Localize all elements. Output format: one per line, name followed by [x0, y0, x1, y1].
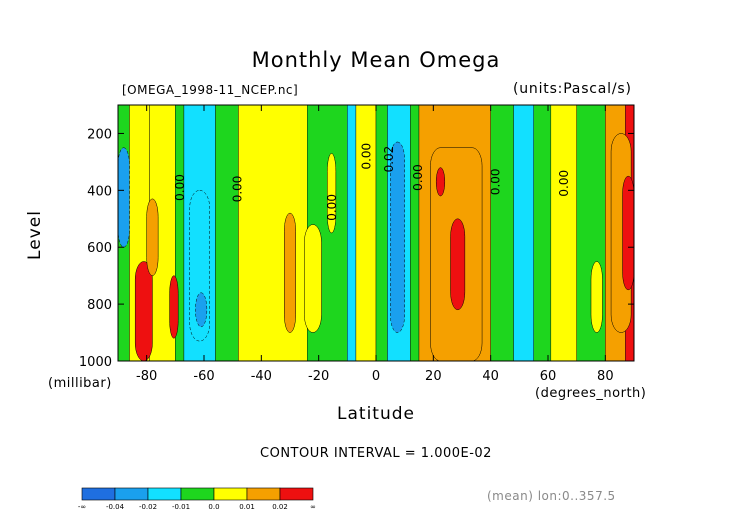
legend-label: 0.01: [239, 503, 255, 511]
legend-label: 0.02: [272, 503, 288, 511]
x-tick-label: 0: [372, 369, 380, 384]
x-tick-label: -60: [193, 369, 214, 384]
contour-cell: [590, 261, 603, 333]
x-tick-label: -20: [308, 369, 329, 384]
legend-swatch: [180, 487, 215, 501]
legend-label: -0.01: [172, 503, 190, 511]
footer-note: (mean) lon:0..357.5: [487, 489, 616, 503]
contour-label: 0.00: [488, 168, 502, 195]
legend-swatch: [246, 487, 281, 501]
chart-title: Monthly Mean Omega: [251, 48, 501, 72]
contour-cell: [304, 224, 322, 333]
contour-cell: [390, 141, 405, 333]
legend-swatch: [81, 487, 116, 501]
x-axis-label: Latitude: [337, 404, 415, 424]
legend-swatch: [279, 487, 314, 501]
contour-cell: [117, 147, 130, 248]
legend-label: -0.04: [106, 503, 125, 511]
contour-cell: [327, 153, 337, 234]
x-tick-label: 60: [540, 369, 557, 384]
contour-cell: [284, 212, 296, 333]
x-axis-units: (degrees_north): [535, 386, 647, 401]
y-tick-label: 800: [87, 298, 112, 313]
contour-cell: [435, 167, 446, 197]
contour-label: 0.00: [359, 143, 373, 170]
contour-interval-label: CONTOUR INTERVAL = 1.000E-02: [260, 446, 492, 461]
y-tick-label: 200: [87, 127, 112, 142]
contour-cell: [450, 218, 466, 311]
contour-label: 0.00: [557, 170, 571, 197]
legend-swatch: [213, 487, 248, 501]
file-label: [OMEGA_1998-11_NCEP.nc]: [122, 83, 299, 97]
legend-label: -0.02: [139, 503, 157, 511]
contour-cell: [195, 292, 208, 328]
legend-label: -∞: [78, 503, 86, 511]
x-tick-label: 80: [597, 369, 614, 384]
y-tick-label: 400: [87, 184, 112, 199]
legend-label: 0.0: [208, 503, 219, 511]
x-tick-label: 40: [482, 369, 499, 384]
contour-fill-group: [117, 104, 635, 362]
contour-label: 0.00: [230, 176, 244, 203]
legend-swatch: [114, 487, 149, 501]
contour-label: 0.00: [325, 194, 339, 221]
contour-cell: [169, 275, 179, 339]
units-label: (units:Pascal/s): [513, 81, 632, 97]
x-tick-label: -80: [136, 369, 157, 384]
contour-label: 0.00: [173, 174, 187, 201]
legend-label: ∞: [310, 503, 316, 511]
contour-band: [550, 104, 577, 362]
contour-label: 0.00: [411, 164, 425, 191]
x-tick-label: -40: [251, 369, 272, 384]
legend-swatch: [147, 487, 182, 501]
y-tick-label: 1000: [79, 355, 112, 370]
contour-cell: [146, 198, 159, 276]
y-tick-label: 600: [87, 241, 112, 256]
x-tick-label: 20: [425, 369, 442, 384]
contour-label: 0.02: [382, 146, 396, 173]
y-axis-units: (millibar): [48, 376, 112, 391]
